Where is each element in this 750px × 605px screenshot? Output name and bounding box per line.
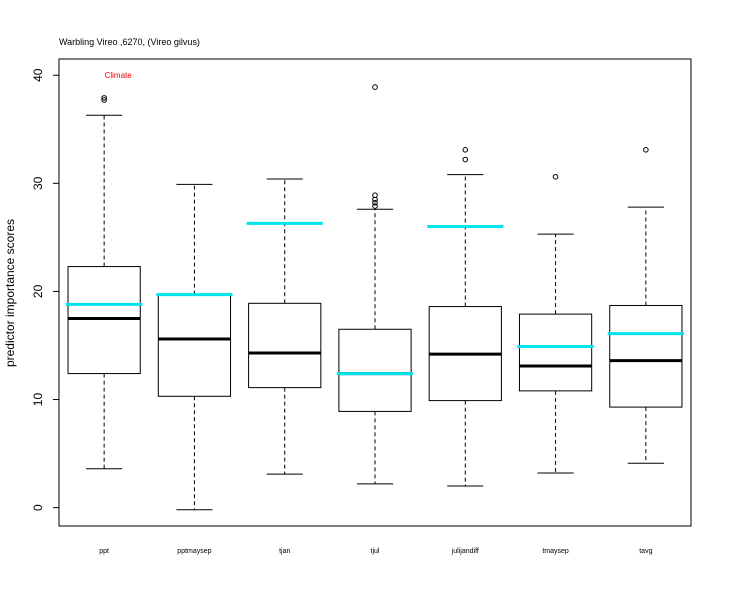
y-tick-label: 30 <box>31 176 45 190</box>
x-tick-label: tavg <box>639 548 652 555</box>
outlier-point <box>462 147 469 153</box>
y-tick-label: 20 <box>31 284 45 298</box>
x-axis: ppt pptmaysep tjan tjul julijandiff tmaysep ta… <box>99 548 652 555</box>
x-tick-label: pptmaysep <box>177 548 211 555</box>
y-axis: 0 10 20 30 40 <box>31 68 59 511</box>
box-tjul <box>336 84 414 485</box>
box-pptmaysep <box>156 183 233 511</box>
box-tmaysep <box>517 174 594 474</box>
y-axis-label: predictor importance scores <box>3 219 17 367</box>
box-tjan <box>246 178 323 475</box>
outlier-point <box>101 95 107 101</box>
x-tick-label: tmaysep <box>542 548 569 555</box>
y-tick-label: 40 <box>31 68 45 82</box>
y-tick-label: 10 <box>31 393 45 407</box>
outlier-point <box>643 147 649 153</box>
x-tick-label: julijandiff <box>451 548 479 555</box>
outlier-point <box>552 174 559 180</box>
box-ppt <box>66 95 143 470</box>
box-julijandiff <box>427 147 504 487</box>
outlier-point <box>372 203 378 209</box>
plot-frame <box>58 58 692 527</box>
box-iqr <box>609 304 683 408</box>
x-tick-label: ppt <box>99 548 109 555</box>
box-iqr <box>157 294 232 397</box>
boxes-layer <box>66 84 684 511</box>
y-tick-label: 0 <box>31 504 45 511</box>
box-tavg <box>607 147 684 464</box>
x-tick-label: tjul <box>371 548 380 555</box>
box-iqr <box>248 302 322 389</box>
outlier-point <box>372 199 378 206</box>
annotation-climate: Climate <box>105 71 133 80</box>
outlier-point <box>372 192 378 199</box>
box-iqr <box>338 328 412 412</box>
box-iqr <box>67 266 141 375</box>
x-tick-label: tjan <box>279 548 290 555</box>
outlier-point <box>101 97 107 103</box>
box-iqr <box>518 313 593 392</box>
chart-title: Warbling Vireo ,6270, (Vireo gilvus) <box>59 37 200 47</box>
outlier-point <box>462 156 469 163</box>
outlier-point <box>372 84 378 90</box>
